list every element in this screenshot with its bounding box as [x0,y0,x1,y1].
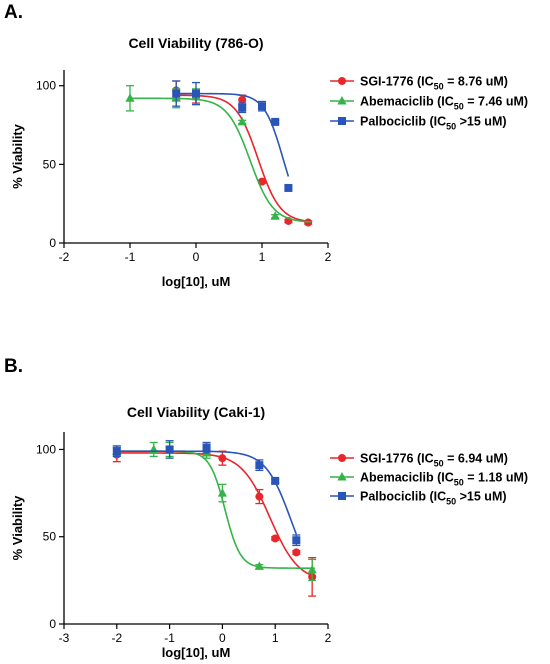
x-tick-label: -1 [164,631,175,645]
y-tick-label: 0 [49,617,56,631]
x-axis-label: log[10], uM [162,645,231,660]
x-tick-label: 0 [219,631,226,645]
legend-item-3: Palbociclib (IC50 >15 uM) [330,115,507,132]
legend-marker [337,472,347,481]
data-point [270,211,280,220]
series-1 [112,443,317,597]
legend-marker [338,77,346,85]
data-point [112,447,121,456]
data-point [258,102,266,111]
y-axis-label: % Viability [10,495,25,561]
data-point [307,564,317,574]
data-point [165,445,174,454]
fit-curve [115,450,315,569]
legend-label: SGI-1776 (IC50 = 6.94 uM) [360,452,508,469]
x-tick-label: -2 [111,631,122,645]
data-point [172,89,181,98]
data-point [284,183,293,192]
legend-item-1: SGI-1776 (IC50 = 6.94 uM) [330,452,508,469]
y-tick-label: 100 [36,442,56,456]
data-point [255,461,264,470]
x-tick-label: 2 [325,631,332,645]
data-point [192,89,200,98]
legend-label: Palbociclib (IC50 >15 uM) [360,115,507,132]
legend-marker [337,96,347,105]
data-point [271,117,280,126]
x-tick-label: 2 [325,250,332,264]
fit-curve [115,450,298,535]
data-point [271,534,280,543]
data-point [255,492,264,501]
data-point [217,488,227,497]
legend-marker [338,492,346,500]
x-tick-label: -1 [125,250,136,264]
legend-item-2: Abemaciclib (IC50 = 1.18 uM) [330,471,528,488]
series-3 [172,80,293,192]
data-point [125,93,135,102]
data-point [238,103,247,112]
x-tick-label: -2 [59,250,70,264]
legend-label: Abemaciclib (IC50 = 7.46 uM) [360,95,528,112]
y-axis-label: % Viability [10,123,25,189]
panel-a-label: A. [4,2,23,23]
fit-curve [128,97,312,223]
x-tick-label: 0 [193,250,200,264]
data-point [218,454,227,463]
chart-title: Cell Viability (Caki-1) [127,404,265,420]
data-point [254,561,264,570]
x-tick-label: 1 [259,250,266,264]
data-point [292,548,301,557]
legend-item-2: Abemaciclib (IC50 = 7.46 uM) [330,95,528,112]
x-axis-label: log[10], uM [162,274,231,289]
y-tick-label: 100 [36,79,56,93]
legend-label: SGI-1776 (IC50 = 8.76 uM) [360,75,508,92]
data-point [292,536,301,545]
legend-item-1: SGI-1776 (IC50 = 8.76 uM) [330,75,508,92]
chart-title: Cell Viability (786-O) [128,35,263,51]
legend-marker [338,454,346,462]
data-point [202,443,211,452]
series-2 [112,441,317,582]
x-tick-label: -3 [59,631,70,645]
legend-label: Palbociclib (IC50 >15 uM) [360,490,507,507]
x-tick-label: 1 [272,631,279,645]
y-tick-label: 0 [49,236,56,250]
fit-curve [115,452,316,578]
legend-label: Abemaciclib (IC50 = 1.18 uM) [360,471,528,488]
series-3 [112,440,301,547]
legend-item-3: Palbociclib (IC50 >15 uM) [330,490,507,507]
panel-b-label: B. [4,356,23,377]
data-point [238,95,247,104]
data-point [237,116,247,126]
y-tick-label: 50 [43,157,57,171]
legend-marker [338,117,346,125]
y-tick-label: 50 [43,530,57,544]
data-point [271,476,280,485]
